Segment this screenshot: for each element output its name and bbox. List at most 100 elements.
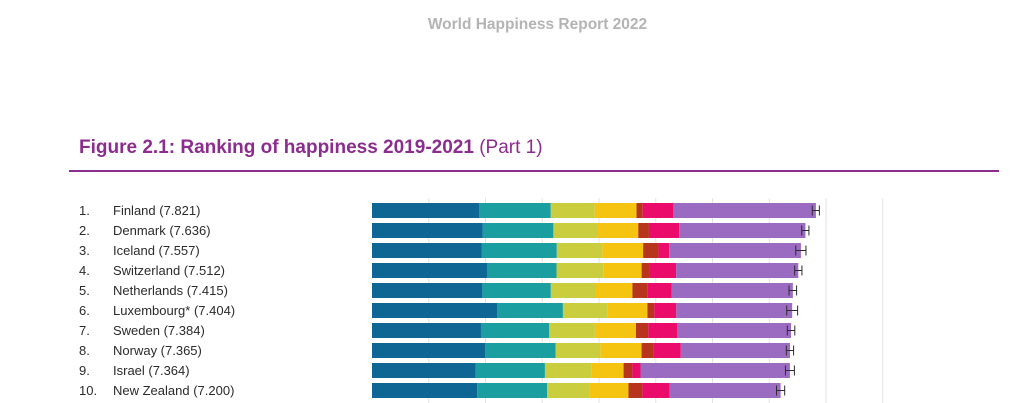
bar-segment-gdp [372, 283, 483, 298]
bar-segment-corruption [648, 223, 680, 238]
bar-segment-social-support [479, 203, 551, 218]
bar-segment-social-support [477, 383, 548, 398]
bar-segment-freedom [607, 303, 648, 318]
bar-segment-freedom [600, 343, 642, 358]
country-label: Luxembourg* (7.404) [113, 303, 235, 318]
bar-segment-corruption [653, 343, 681, 358]
bar-segment-corruption [648, 323, 678, 338]
bar-segment-life-expectancy [555, 343, 601, 358]
bar-segment-generosity [636, 203, 643, 218]
bar-segment-generosity [641, 343, 654, 358]
bar-segment-gdp [372, 243, 482, 258]
country-label: Switzerland (7.512) [113, 263, 225, 278]
bar-segment-generosity [643, 243, 659, 258]
title-rule [69, 170, 999, 172]
bar-segment-dystopia-residual [677, 323, 792, 338]
bar-segment-dystopia-residual [669, 383, 781, 398]
country-label: Iceland (7.557) [113, 243, 200, 258]
bar-segment-life-expectancy [556, 243, 603, 258]
bar-segment-dystopia-residual [680, 343, 790, 358]
bar-segment-generosity [635, 323, 649, 338]
ci-whisker [794, 265, 803, 276]
bar-segment-corruption [642, 203, 674, 218]
bar-segment-freedom [603, 263, 642, 278]
row-labels: 1. Finland (7.821) 2. Denmark (7.636) 3. Icel… [79, 203, 235, 398]
bar-segment-corruption [658, 243, 670, 258]
bar-segment-social-support [480, 323, 550, 338]
bar-segment-life-expectancy [547, 383, 590, 398]
country-label: Sweden (7.384) [113, 323, 205, 338]
bar-segment-dystopia-residual [640, 363, 790, 378]
bar-segment-gdp [372, 223, 483, 238]
bar-segment-corruption [654, 303, 677, 318]
figure-title: Figure 2.1: Ranking of happiness 2019-20… [79, 137, 543, 159]
bar-segment-freedom [594, 323, 636, 338]
bar-segment-gdp [372, 203, 480, 218]
bar-segment-freedom [597, 223, 639, 238]
rank-label: 9. [79, 363, 90, 378]
bar-segment-social-support [482, 223, 554, 238]
bar-segment-corruption [647, 283, 672, 298]
bar-segment-dystopia-residual [676, 303, 793, 318]
bar-segment-generosity [647, 303, 655, 318]
figure-title-main: Figure 2.1: Ranking of happiness 2019-20… [79, 137, 474, 158]
bar-segment-life-expectancy [553, 223, 598, 238]
country-label: Netherlands (7.415) [113, 283, 228, 298]
bar-segment-generosity [641, 263, 650, 278]
rank-label: 7. [79, 323, 90, 338]
rank-label: 5. [79, 283, 90, 298]
bar-segment-generosity [638, 223, 649, 238]
bar-segment-social-support [475, 363, 545, 378]
country-label: New Zealand (7.200) [113, 383, 234, 398]
bars [372, 203, 820, 398]
bar-segment-social-support [485, 343, 556, 358]
bar-segment-gdp [372, 303, 498, 318]
ci-whisker [784, 365, 795, 376]
country-label: Finland (7.821) [113, 203, 200, 218]
bar-segment-life-expectancy [550, 203, 595, 218]
bar-segment-generosity [632, 283, 648, 298]
bar-segment-social-support [482, 283, 551, 298]
figure-title-part: (Part 1) [479, 137, 543, 158]
bar-segment-gdp [372, 323, 481, 338]
ci-whisker [811, 205, 820, 216]
rank-label: 6. [79, 303, 90, 318]
ci-whisker [786, 305, 799, 316]
ci-whisker [785, 345, 795, 356]
bar-segment-gdp [372, 263, 487, 278]
bar-segment-dystopia-residual [673, 203, 816, 218]
country-label: Denmark (7.636) [113, 223, 211, 238]
bar-segment-freedom [594, 203, 637, 218]
rank-label: 1. [79, 203, 90, 218]
country-label: Norway (7.365) [113, 343, 202, 358]
bar-segment-dystopia-residual [671, 283, 793, 298]
bar-segment-dystopia-residual [669, 243, 801, 258]
bar-segment-freedom [595, 283, 633, 298]
rank-label: 3. [79, 243, 90, 258]
rank-label: 2. [79, 223, 90, 238]
ci-whisker [776, 385, 786, 396]
bar-segment-freedom [591, 363, 624, 378]
bar-segment-generosity [628, 383, 643, 398]
bar-segment-life-expectancy [549, 323, 595, 338]
report-title: World Happiness Report 2022 [427, 16, 648, 33]
bar-segment-dystopia-residual [676, 263, 799, 278]
bar-segment-corruption [632, 363, 641, 378]
ci-whisker [786, 325, 796, 336]
bar-segment-gdp [372, 363, 476, 378]
bar-segment-life-expectancy [544, 363, 592, 378]
ci-whisker [801, 225, 810, 236]
rank-label: 8. [79, 343, 90, 358]
bar-segment-corruption [642, 383, 670, 398]
bar-segment-social-support [481, 243, 557, 258]
confidence-intervals [776, 205, 820, 396]
bar-segment-freedom [602, 243, 644, 258]
bar-segment-corruption [649, 263, 677, 278]
bar-segment-generosity [623, 363, 633, 378]
ci-whisker [788, 285, 798, 296]
bar-segment-life-expectancy [556, 263, 604, 278]
country-label: Israel (7.364) [113, 363, 190, 378]
bar-segment-life-expectancy [550, 283, 596, 298]
bar-segment-gdp [372, 343, 486, 358]
